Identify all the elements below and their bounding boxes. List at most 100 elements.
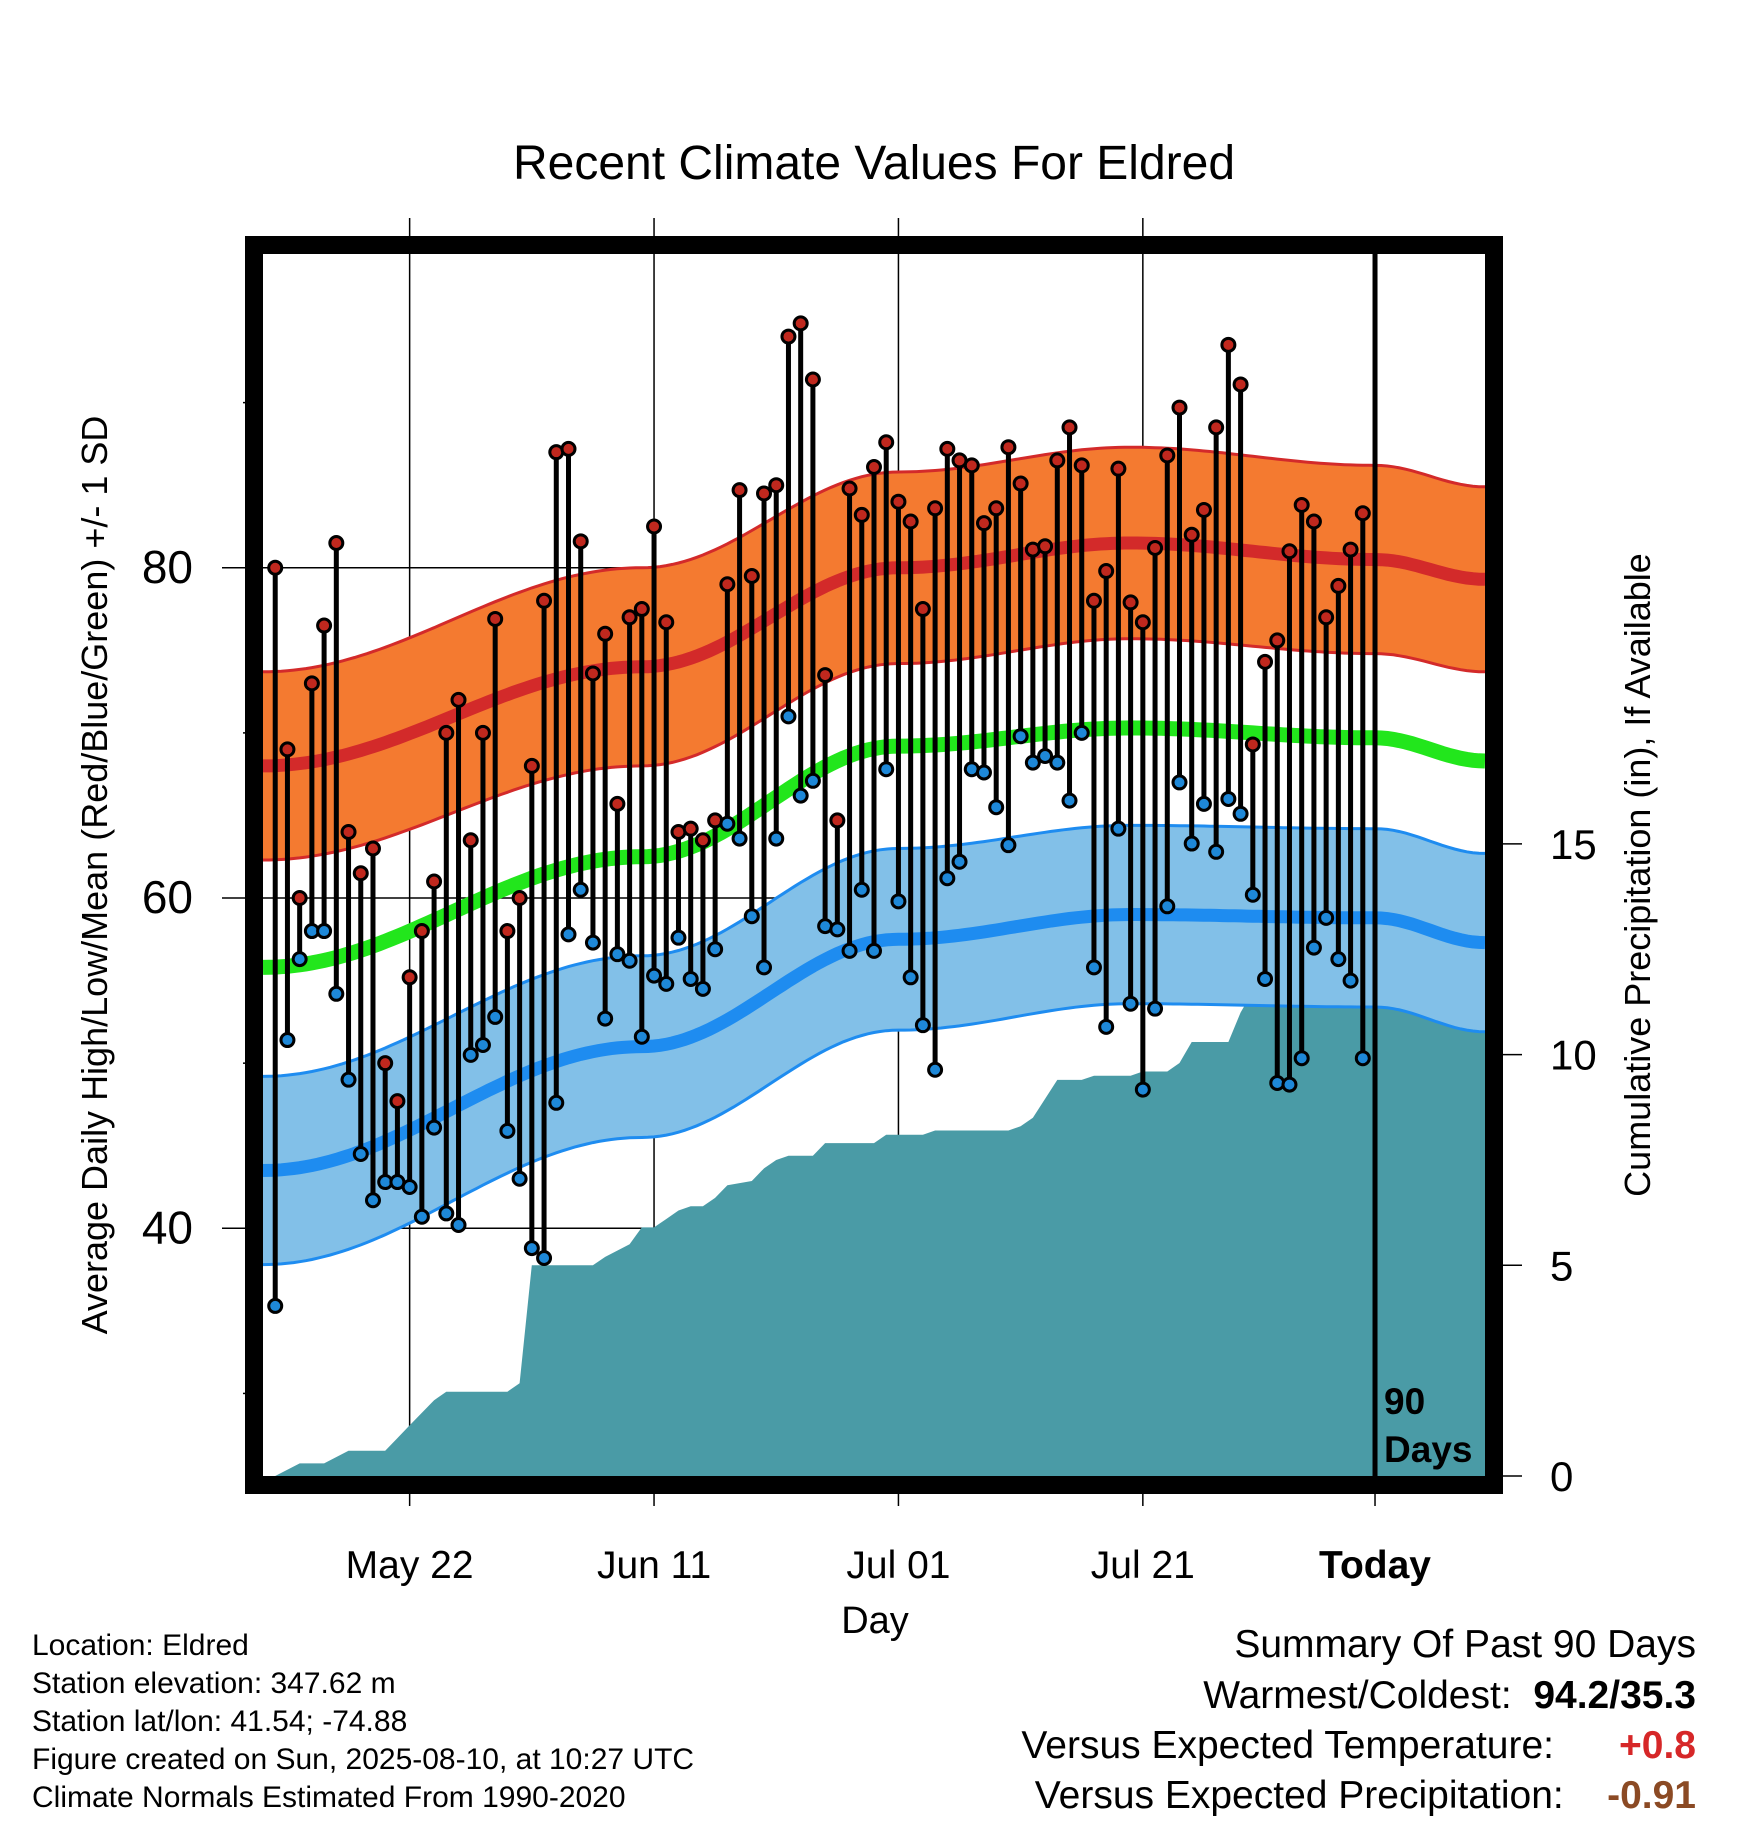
daily-high-point — [487, 610, 504, 627]
daily-high-point — [462, 832, 479, 849]
daily-low-point — [474, 1036, 491, 1053]
daily-high-point — [878, 434, 895, 451]
daily-low-point — [352, 1145, 369, 1162]
chart-title: Recent Climate Values For Eldred — [512, 137, 1236, 190]
daily-high-point — [682, 820, 699, 837]
daily-high-point — [719, 576, 736, 593]
daily-low-point — [1000, 837, 1017, 854]
daily-high-point — [1159, 447, 1176, 464]
daily-high-point — [792, 315, 809, 332]
daily-low-point — [511, 1170, 528, 1187]
daily-low-point — [646, 967, 663, 984]
daily-low-point — [1183, 835, 1200, 852]
axis-ticks: May 22 Jun 11 Jul 01 Jul 21 Today 40 60 80 0 5 10 1… — [142, 401, 1597, 1587]
daily-high-point — [1269, 632, 1286, 649]
daily-low-point — [902, 969, 919, 986]
daily-high-point — [1281, 543, 1298, 560]
lat-lon-line: Station lat/lon: 41.54; -74.88 — [32, 1705, 408, 1738]
daily-low-point — [756, 959, 773, 976]
daily-low-point — [560, 926, 577, 943]
daily-low-point — [1024, 754, 1041, 771]
daily-low-point — [584, 934, 601, 951]
warmest-coldest-value: 94.2/35.3 — [1533, 1674, 1696, 1717]
y-axis-right-label: Cumulative Precipitation (in), If Availa… — [1617, 553, 1658, 1197]
daily-high-point — [1012, 475, 1029, 492]
daily-low-point — [1244, 886, 1261, 903]
daily-high-point — [1098, 563, 1115, 580]
daily-high-point — [1220, 336, 1237, 353]
daily-low-point — [279, 1032, 296, 1049]
daily-low-point — [316, 923, 333, 940]
daily-low-point — [1134, 1081, 1151, 1098]
daily-low-point — [1281, 1076, 1298, 1093]
daily-high-point — [499, 923, 516, 940]
daily-high-point — [1147, 539, 1164, 556]
daily-high-point — [560, 440, 577, 457]
cumulative-precip-area — [275, 987, 1485, 1476]
daily-high-point — [927, 500, 944, 517]
daily-low-point — [914, 1017, 931, 1034]
daily-high-point — [523, 757, 540, 774]
precipitation-label: Versus Expected Precipitation: — [1034, 1774, 1564, 1817]
daily-high-point — [817, 667, 834, 684]
days-marker-number: 90 — [1384, 1381, 1425, 1422]
summary-precipitation: Versus Expected Precipitation: -0.91 — [1035, 1774, 1696, 1818]
daily-high-point — [1000, 439, 1017, 456]
daily-low-point — [597, 1010, 614, 1027]
daily-low-point — [841, 942, 858, 959]
daily-low-point — [328, 985, 345, 1002]
daily-high-point — [1049, 452, 1066, 469]
daily-low-point — [1220, 790, 1237, 807]
daily-high-point — [914, 601, 931, 618]
daily-low-point — [1147, 1000, 1164, 1017]
daily-low-point — [694, 980, 711, 997]
precipitation-value: -0.91 — [1607, 1774, 1696, 1817]
daily-low-point — [572, 881, 589, 898]
summary-temperature: Versus Expected Temperature: +0.8 — [1021, 1724, 1696, 1768]
daily-high-point — [1061, 419, 1078, 436]
daily-high-point — [279, 741, 296, 758]
daily-low-point — [487, 1008, 504, 1025]
daily-low-point — [1098, 1018, 1115, 1035]
daily-low-point — [536, 1250, 553, 1267]
daily-high-point — [768, 477, 785, 494]
daily-low-point — [1318, 909, 1335, 926]
daily-low-point — [401, 1179, 418, 1196]
daily-high-point — [1171, 399, 1188, 416]
daily-high-point — [1293, 497, 1310, 514]
daily-high-point — [780, 328, 797, 345]
daily-low-point — [413, 1208, 430, 1225]
daily-high-point — [975, 515, 992, 532]
daily-low-point — [1293, 1050, 1310, 1067]
daily-low-point — [829, 921, 846, 938]
daily-high-point — [694, 832, 711, 849]
daily-high-point — [474, 724, 491, 741]
daily-high-point — [340, 823, 357, 840]
daily-high-point — [511, 890, 528, 907]
daily-low-point — [1061, 792, 1078, 809]
daily-low-point — [780, 708, 797, 725]
x-axis-label: Day — [841, 1600, 909, 1642]
daily-low-point — [1354, 1050, 1371, 1067]
daily-low-point — [633, 1028, 650, 1045]
daily-low-point — [682, 970, 699, 987]
daily-low-point — [951, 853, 968, 870]
y-right-tick-label: 5 — [1550, 1242, 1573, 1289]
daily-low-point — [670, 929, 687, 946]
daily-low-point — [1110, 820, 1127, 837]
daily-low-point — [878, 761, 895, 778]
daily-low-point — [548, 1094, 565, 1111]
daily-high-point — [743, 568, 760, 585]
daily-high-point — [1318, 609, 1335, 626]
daily-high-point — [1134, 614, 1151, 631]
daily-high-point — [1330, 577, 1347, 594]
daily-high-point — [1073, 457, 1090, 474]
y-left-tick-label: 60 — [142, 871, 193, 923]
daily-points — [267, 315, 1371, 1314]
temperature-value: +0.8 — [1619, 1724, 1696, 1767]
daily-low-point — [621, 952, 638, 969]
daily-low-point — [1305, 939, 1322, 956]
y-right-tick-label: 15 — [1550, 821, 1597, 868]
daily-high-point — [1208, 419, 1225, 436]
daily-high-point — [584, 665, 601, 682]
